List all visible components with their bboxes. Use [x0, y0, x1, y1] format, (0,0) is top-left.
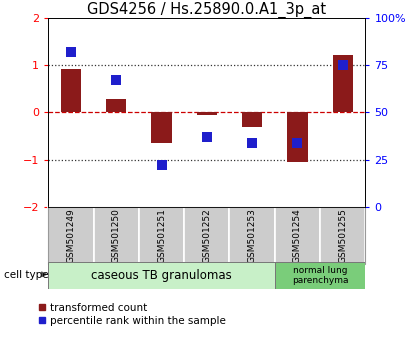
Point — [249, 140, 255, 145]
Text: normal lung
parenchyma: normal lung parenchyma — [292, 266, 348, 285]
Bar — [106, 99, 126, 113]
Bar — [197, 113, 217, 115]
Bar — [333, 55, 353, 113]
Point — [113, 78, 120, 83]
Bar — [229, 207, 275, 264]
Bar — [151, 113, 172, 143]
Text: GSM501253: GSM501253 — [248, 208, 257, 263]
Point — [68, 49, 74, 55]
Point — [339, 62, 346, 68]
Text: GSM501255: GSM501255 — [338, 208, 347, 263]
Bar — [94, 207, 139, 264]
Bar — [275, 262, 365, 289]
Point — [203, 134, 210, 140]
Text: GSM501249: GSM501249 — [66, 208, 76, 263]
Text: GSM501251: GSM501251 — [157, 208, 166, 263]
Bar — [242, 113, 262, 127]
Title: GDS4256 / Hs.25890.0.A1_3p_at: GDS4256 / Hs.25890.0.A1_3p_at — [87, 1, 326, 18]
Bar — [275, 207, 320, 264]
Bar — [320, 207, 365, 264]
Point — [294, 140, 301, 145]
Text: GSM501254: GSM501254 — [293, 208, 302, 263]
Text: GSM501252: GSM501252 — [202, 208, 211, 263]
Bar — [287, 113, 307, 162]
Bar — [184, 207, 229, 264]
Point — [158, 162, 165, 168]
Bar — [48, 262, 275, 289]
Legend: transformed count, percentile rank within the sample: transformed count, percentile rank withi… — [39, 303, 226, 326]
Text: cell type: cell type — [4, 270, 49, 280]
Bar — [139, 207, 184, 264]
Bar — [61, 69, 81, 113]
Bar — [48, 207, 94, 264]
Text: caseous TB granulomas: caseous TB granulomas — [91, 269, 232, 282]
Text: GSM501250: GSM501250 — [112, 208, 121, 263]
